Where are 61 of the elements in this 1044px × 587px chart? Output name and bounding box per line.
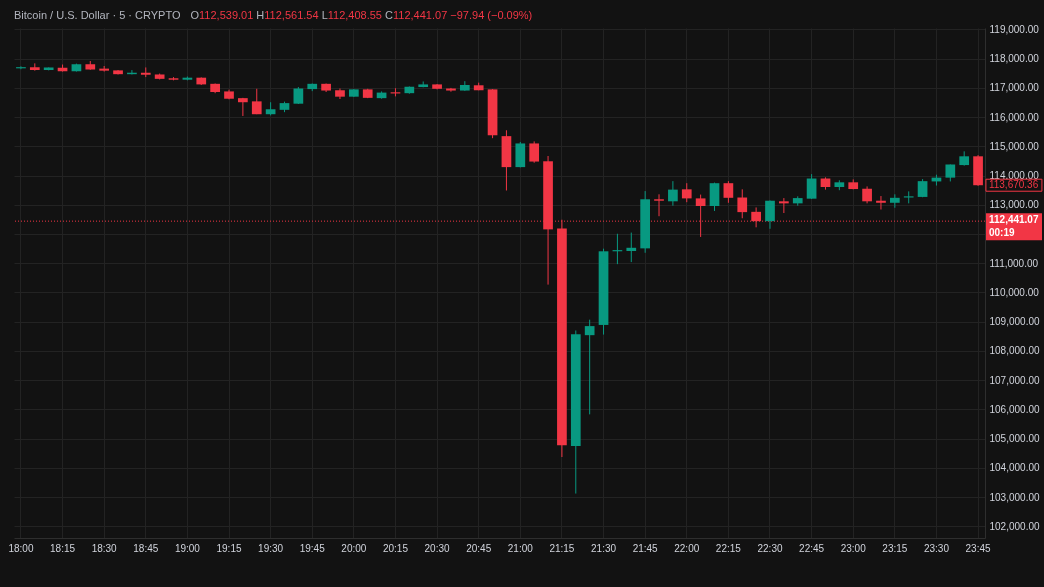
candlestick (654, 193, 664, 217)
x-tick-label: 19:15 (216, 542, 242, 554)
y-tick-label: 117,000.00 (989, 82, 1040, 94)
chart-title: Bitcoin / U.S. Dollar · 5 · CRYPTO (14, 9, 181, 21)
y-tick-label: 113,000.00 (989, 199, 1040, 211)
x-tick-label: 20:45 (466, 542, 492, 554)
x-tick-label: 22:30 (757, 542, 783, 554)
y-tick-label: 109,000.00 (989, 316, 1040, 328)
candlestick (876, 195, 886, 210)
y-tick-label: 115,000.00 (989, 140, 1040, 152)
x-tick-label: 20:15 (382, 542, 409, 554)
candlestick (765, 199, 775, 230)
x-tick-label: 22:00 (674, 542, 700, 554)
x-tick-label: 21:30 (591, 542, 617, 554)
y-tick-label: 106,000.00 (989, 403, 1040, 415)
y-tick-label: 105,000.00 (989, 433, 1040, 445)
x-tick-label: 23:00 (840, 542, 867, 554)
y-tick-label: 102,000.00 (989, 520, 1040, 532)
candlestick (515, 141, 526, 168)
y-tick-label: 118,000.00 (989, 53, 1040, 65)
candlestick (709, 182, 720, 212)
annotation: 113,670.36 (988, 179, 1039, 191)
candlestick (723, 180, 734, 204)
x-tick-label: 19:30 (258, 542, 284, 554)
y-tick-label: 108,000.00 (989, 345, 1040, 357)
x-tick-label: 18:30 (91, 542, 118, 554)
x-tick-label: 21:45 (632, 542, 659, 554)
y-tick-label: 111,000.00 (989, 257, 1039, 269)
x-tick-label: 20:30 (424, 542, 451, 554)
y-tick-label: 114,000.00 (989, 170, 1040, 182)
y-tick-label: 103,000.00 (989, 491, 1040, 503)
x-tick-label: 22:45 (799, 542, 825, 554)
candlestick (529, 140, 540, 164)
y-tick-label: 104,000.00 (989, 462, 1040, 474)
x-tick-label: 20:00 (341, 542, 367, 554)
x-tick-label: 18:00 (8, 542, 34, 554)
text: O112,539.01 H112,561.54 L112,408.55 C112,441.07 −97.94 (−0.09%) (190, 9, 533, 21)
candlestick (681, 182, 692, 203)
x-tick-label: 23:45 (965, 542, 992, 554)
y-tick-label: 107,000.00 (989, 374, 1040, 386)
x-tick-label: 22:15 (715, 542, 742, 554)
x-tick-label: 23:15 (882, 542, 908, 554)
candlestick (251, 88, 262, 115)
x-tick-label: 21:00 (507, 542, 534, 554)
x-tick-label: 19:00 (174, 542, 201, 554)
x-tick-label: 21:15 (549, 542, 575, 554)
y-tick-label: 110,000.00 (989, 287, 1040, 298)
candlestick (806, 173, 817, 200)
candlestick (668, 180, 678, 207)
x-tick-label: 18:45 (133, 542, 159, 554)
x-tick-label: 23:30 (923, 542, 950, 554)
ref-line-label: 112,441.07 00:19 (989, 214, 1039, 239)
x-tick-label: 19:45 (299, 542, 326, 554)
candlestick (584, 319, 595, 415)
y-tick-label: 119,000.00 (989, 23, 1040, 35)
candlestick (626, 232, 637, 263)
candlestick (737, 188, 748, 219)
candlestick (16, 65, 26, 70)
candlestick (779, 197, 789, 214)
y-tick-label: 116,000.00 (989, 111, 1040, 123)
x-tick-label: 18:15 (50, 542, 76, 554)
